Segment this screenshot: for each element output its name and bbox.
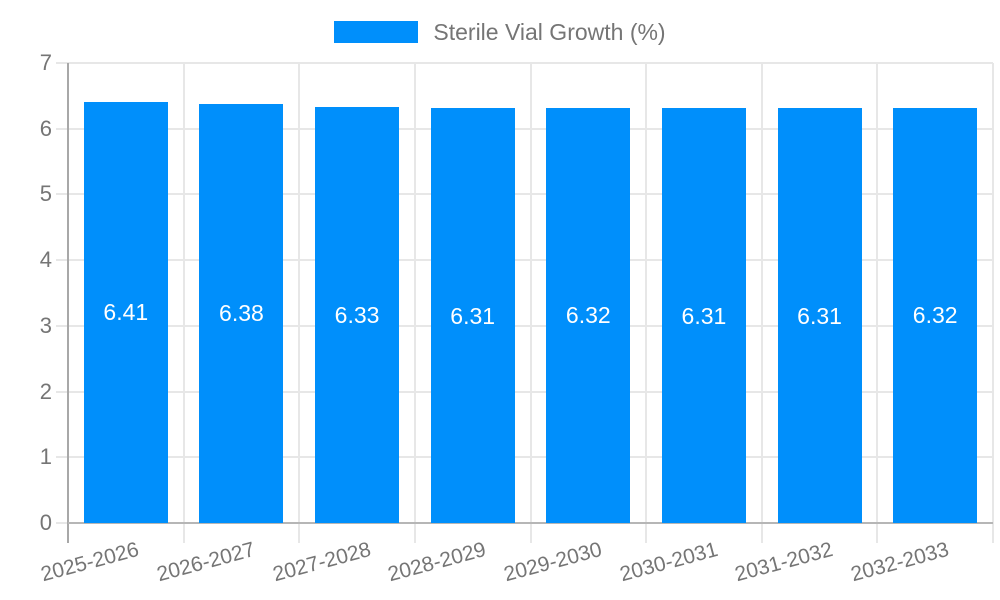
- bar-value-label: 6.31: [681, 302, 727, 329]
- gridline-x-3: [413, 63, 416, 523]
- y-axis-line: [67, 63, 69, 543]
- gridline-x-2: [298, 63, 301, 523]
- bar-2027-2028[interactable]: [315, 107, 400, 523]
- bar-2030-2031[interactable]: [661, 108, 746, 523]
- gridline-x-8: [992, 63, 994, 523]
- bar-2028-2029[interactable]: [430, 108, 515, 523]
- bar-value-label: 6.31: [797, 302, 842, 329]
- ytick-mark-1: [56, 456, 68, 459]
- legend-swatch[interactable]: [334, 21, 419, 43]
- bar-value-label: 6.33: [334, 302, 380, 328]
- ytick-label-6: 6: [39, 115, 52, 141]
- ytick-mark-2: [56, 390, 68, 393]
- x-axis-baseline: [68, 522, 993, 524]
- bar-2032-2033[interactable]: [893, 107, 978, 523]
- ytick-mark-5: [56, 193, 68, 196]
- ytick-mark-3: [56, 324, 68, 327]
- xtick-label-2029-2030: 2029-2030: [501, 538, 605, 587]
- xtick-label-2030-2031: 2030-2031: [616, 538, 720, 587]
- chart-legend: Sterile Vial Growth (%): [0, 18, 1000, 46]
- xtick-label-2026-2027: 2026-2027: [154, 538, 258, 587]
- xtick-mark-3: [413, 523, 416, 543]
- bar-value-label: 6.32: [565, 302, 611, 329]
- xtick-mark-1: [182, 523, 185, 543]
- ytick-label-4: 4: [39, 247, 52, 273]
- bar-2029-2030[interactable]: [546, 107, 631, 523]
- xtick-label-2028-2029: 2028-2029: [385, 538, 489, 587]
- xtick-label-2031-2032: 2031-2032: [732, 538, 836, 587]
- gridline-x-7: [876, 63, 879, 523]
- gridline-x-1: [182, 63, 185, 523]
- xtick-mark-6: [760, 523, 763, 543]
- bar-value-label: 6.32: [912, 302, 958, 329]
- legend-label[interactable]: Sterile Vial Growth (%): [433, 19, 666, 45]
- ytick-label-0: 0: [39, 510, 52, 535]
- xtick-label-2027-2028: 2027-2028: [270, 538, 374, 587]
- bar-2026-2027[interactable]: [199, 103, 284, 523]
- ytick-mark-4: [56, 259, 68, 262]
- gridline-x-5: [645, 63, 648, 523]
- ytick-label-3: 3: [39, 312, 52, 338]
- gridline-x-6: [760, 63, 763, 523]
- ytick-mark-7: [56, 62, 68, 64]
- ytick-mark-0: [56, 522, 68, 524]
- bar-value-label: 6.38: [219, 300, 264, 327]
- gridline-x-4: [529, 63, 532, 523]
- xtick-mark-2: [298, 523, 301, 543]
- ytick-mark-6: [56, 127, 68, 130]
- bar-value-label: 6.31: [450, 302, 496, 329]
- xtick-label-2032-2033: 2032-2033: [848, 538, 952, 587]
- ytick-label-2: 2: [39, 378, 52, 404]
- ytick-label-7: 7: [39, 50, 52, 75]
- bar-2031-2032[interactable]: [777, 108, 862, 523]
- xtick-mark-8: [992, 523, 994, 543]
- xtick-label-2025-2026: 2025-2026: [38, 538, 142, 587]
- ytick-label-1: 1: [39, 444, 52, 470]
- xtick-mark-7: [876, 523, 879, 543]
- bar-value-label: 6.41: [103, 299, 149, 326]
- xtick-mark-5: [645, 523, 648, 543]
- bar-2025-2026[interactable]: [83, 101, 168, 523]
- ytick-label-5: 5: [39, 181, 52, 207]
- xtick-mark-4: [529, 523, 532, 543]
